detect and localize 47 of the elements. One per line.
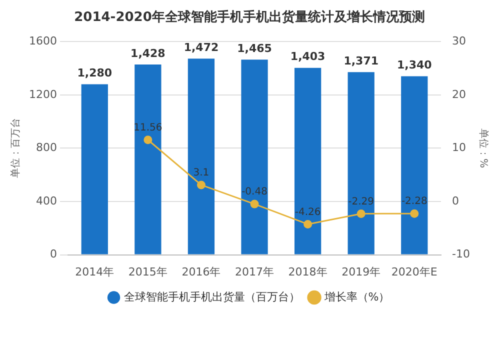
- bar: [294, 68, 322, 254]
- y2-tick-label: 30: [452, 34, 466, 48]
- data-label: -0.48: [242, 186, 268, 198]
- point: [144, 136, 152, 144]
- y-tick-label: 400: [36, 194, 57, 208]
- point: [196, 180, 206, 190]
- data-label: 1,472: [184, 41, 219, 54]
- y2-tick-label: 20: [452, 88, 466, 101]
- y2-tick-label: 10: [452, 141, 466, 154]
- x-tick-label: 2017年: [235, 265, 274, 278]
- x-tick-label: 2016年: [182, 265, 221, 278]
- y2-axis-title: 单位：%: [477, 128, 490, 168]
- y-axis-title: 单位：百万台: [10, 118, 22, 178]
- data-label: 1,465: [237, 42, 272, 55]
- point: [356, 209, 366, 218]
- y2-tick-label: -10: [452, 248, 470, 261]
- chart-title: 2014-2020年全球智能手机手机出货量统计及增长情况预测: [74, 9, 425, 26]
- bar: [401, 76, 428, 254]
- y2-tick-label: 0: [452, 194, 460, 208]
- data-label: 1,403: [290, 50, 326, 64]
- data-label: 3.1: [193, 168, 210, 179]
- y-tick-label: 1200: [28, 88, 57, 101]
- legend-label: 全球智能手机手机出货量（百万台）: [124, 290, 300, 304]
- y-tick-label: 0: [50, 248, 57, 261]
- x-tick-label: 2019年: [342, 265, 381, 278]
- bar: [348, 72, 374, 254]
- bar: [188, 58, 215, 254]
- data-label: -4.26: [294, 206, 321, 218]
- data-label: -2.29: [348, 196, 374, 208]
- y-tick-label: 1600: [28, 34, 57, 48]
- point: [250, 200, 259, 208]
- x-tick-label: 2020年E: [391, 265, 438, 278]
- y-tick-label: 800: [36, 141, 57, 154]
- point: [304, 220, 312, 228]
- bar: [241, 60, 268, 254]
- bar: [81, 84, 108, 254]
- data-label: 1,340: [396, 58, 432, 72]
- x-tick-label: 2014年: [75, 265, 114, 278]
- point: [410, 209, 419, 218]
- bar: [134, 64, 162, 254]
- data-label: 1,280: [77, 66, 112, 80]
- x-tick-label: 2018年: [288, 265, 328, 278]
- data-label: 1,428: [130, 46, 166, 60]
- data-label: 1,371: [344, 54, 378, 68]
- legend-label: 增长率（%）: [323, 290, 390, 304]
- data-label: -2.28: [401, 196, 428, 208]
- x-tick-label: 2015年: [128, 265, 168, 278]
